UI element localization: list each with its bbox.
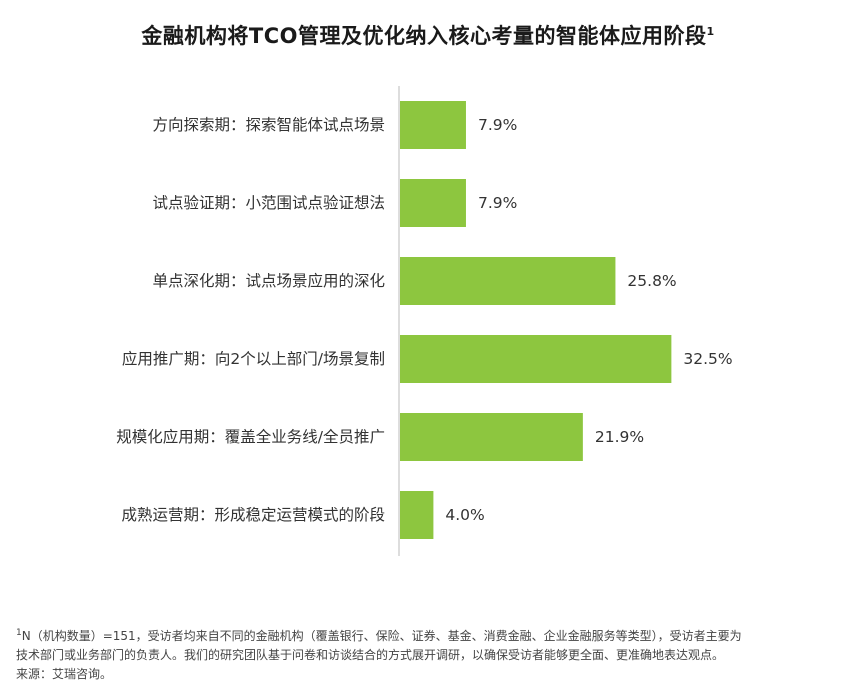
value-label: 21.9%: [595, 428, 644, 446]
value-label: 25.8%: [627, 272, 676, 290]
category-label: 方向探索期：探索智能体试点场景: [152, 116, 385, 134]
category-label: 单点深化期：试点场景应用的深化: [152, 271, 385, 290]
bar: [400, 413, 583, 461]
bar-chart: 方向探索期：探索智能体试点场景 7.9% 试点验证期：小范围试点验证想法 7.9% 单点…: [116, 86, 733, 556]
footnote-line-1: 1N（机构数量）=151，受访者均来自不同的金融机构（覆盖银行、保险、证券、基金…: [16, 624, 846, 646]
footnote-line-2: 技术部门或业务部门的负责人。我们的研究团队基于问卷和访谈结合的方式展开调研，以确…: [16, 648, 725, 662]
footnote-source: 来源：艾瑞咨询。: [16, 667, 113, 681]
category-label: 试点验证期：小范围试点验证想法: [152, 194, 385, 212]
chart-title: 金融机构将TCO管理及优化纳入核心考量的智能体应用阶段1: [141, 24, 715, 48]
bar: [400, 101, 466, 149]
title-footnote-mark: 1: [706, 25, 715, 38]
footnote: 1N（机构数量）=151，受访者均来自不同的金融机构（覆盖银行、保险、证券、基金…: [16, 624, 846, 684]
bar: [400, 335, 672, 383]
category-label: 成熟运营期：形成稳定运营模式的阶段: [121, 506, 385, 524]
bar: [400, 491, 434, 539]
bar: [400, 179, 466, 227]
bar: [400, 257, 616, 305]
category-label: 规模化应用期：覆盖全业务线/全员推广: [116, 427, 385, 446]
value-label: 32.5%: [683, 350, 732, 368]
footnote-text-1: N（机构数量）=151，受访者均来自不同的金融机构（覆盖银行、保险、证券、基金、…: [21, 629, 742, 643]
footnote-mark: 1: [16, 628, 22, 638]
value-label: 7.9%: [478, 194, 517, 212]
category-label: 应用推广期：向2个以上部门/场景复制: [122, 349, 385, 368]
value-label: 4.0%: [445, 506, 484, 524]
value-label: 7.9%: [478, 116, 517, 134]
